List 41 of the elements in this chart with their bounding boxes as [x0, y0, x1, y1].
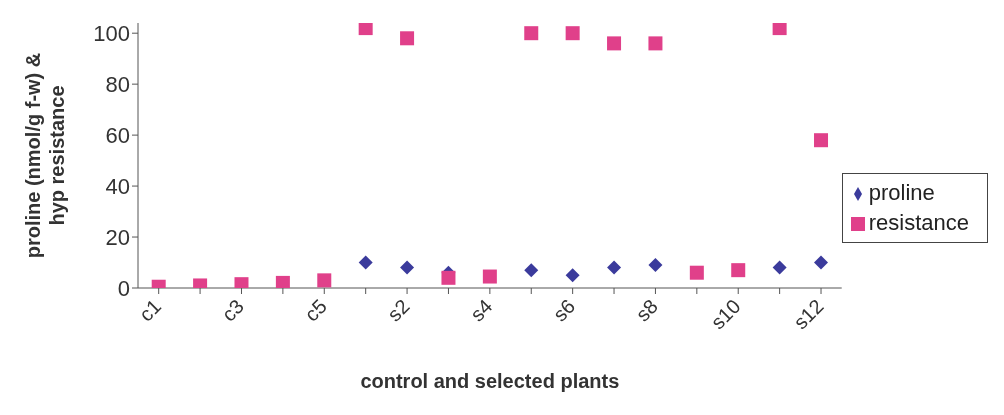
- point: [358, 23, 373, 36]
- point: [441, 270, 456, 285]
- point: [814, 133, 829, 148]
- point: [607, 260, 622, 275]
- point: [648, 258, 663, 273]
- y-tick-label: 100: [93, 21, 130, 46]
- point: [482, 269, 497, 284]
- point: [275, 275, 290, 288]
- x-tick-label: c3: [217, 295, 249, 326]
- point: [400, 260, 415, 275]
- point: [648, 36, 663, 51]
- point: [400, 31, 415, 46]
- x-tick-label: s4: [465, 295, 497, 326]
- point: [814, 255, 829, 270]
- y-tick-label: 60: [105, 122, 130, 148]
- x-tick-label: s12: [789, 295, 828, 334]
- x-tick-label: s10: [706, 295, 745, 334]
- y-tick-label: 20: [105, 224, 130, 250]
- x-tick-label: s2: [383, 295, 414, 326]
- x-tick-label: s8: [631, 295, 662, 326]
- legend-label: proline: [868, 180, 935, 205]
- point: [317, 273, 332, 288]
- point: [358, 255, 373, 270]
- point: [565, 268, 580, 283]
- point: [565, 26, 580, 41]
- point: [689, 265, 704, 280]
- x-tick-label: c1: [134, 295, 166, 326]
- y-tick-label: 0: [117, 275, 130, 301]
- point: [524, 263, 539, 278]
- x-tick-label: s6: [548, 295, 580, 326]
- y-axis-title: proline (nmol/g f-w) & hyp resistance: [22, 52, 68, 259]
- point: [772, 23, 787, 36]
- point: [731, 263, 746, 278]
- x-tick-label: c5: [300, 295, 331, 326]
- x-axis-title: control and selected plants: [360, 370, 620, 392]
- point: [607, 36, 622, 51]
- y-tick-label: 40: [105, 173, 130, 199]
- point: [772, 260, 787, 275]
- point: [524, 26, 539, 41]
- y-tick-label: 80: [105, 71, 130, 97]
- legend-label: resistance: [868, 210, 969, 235]
